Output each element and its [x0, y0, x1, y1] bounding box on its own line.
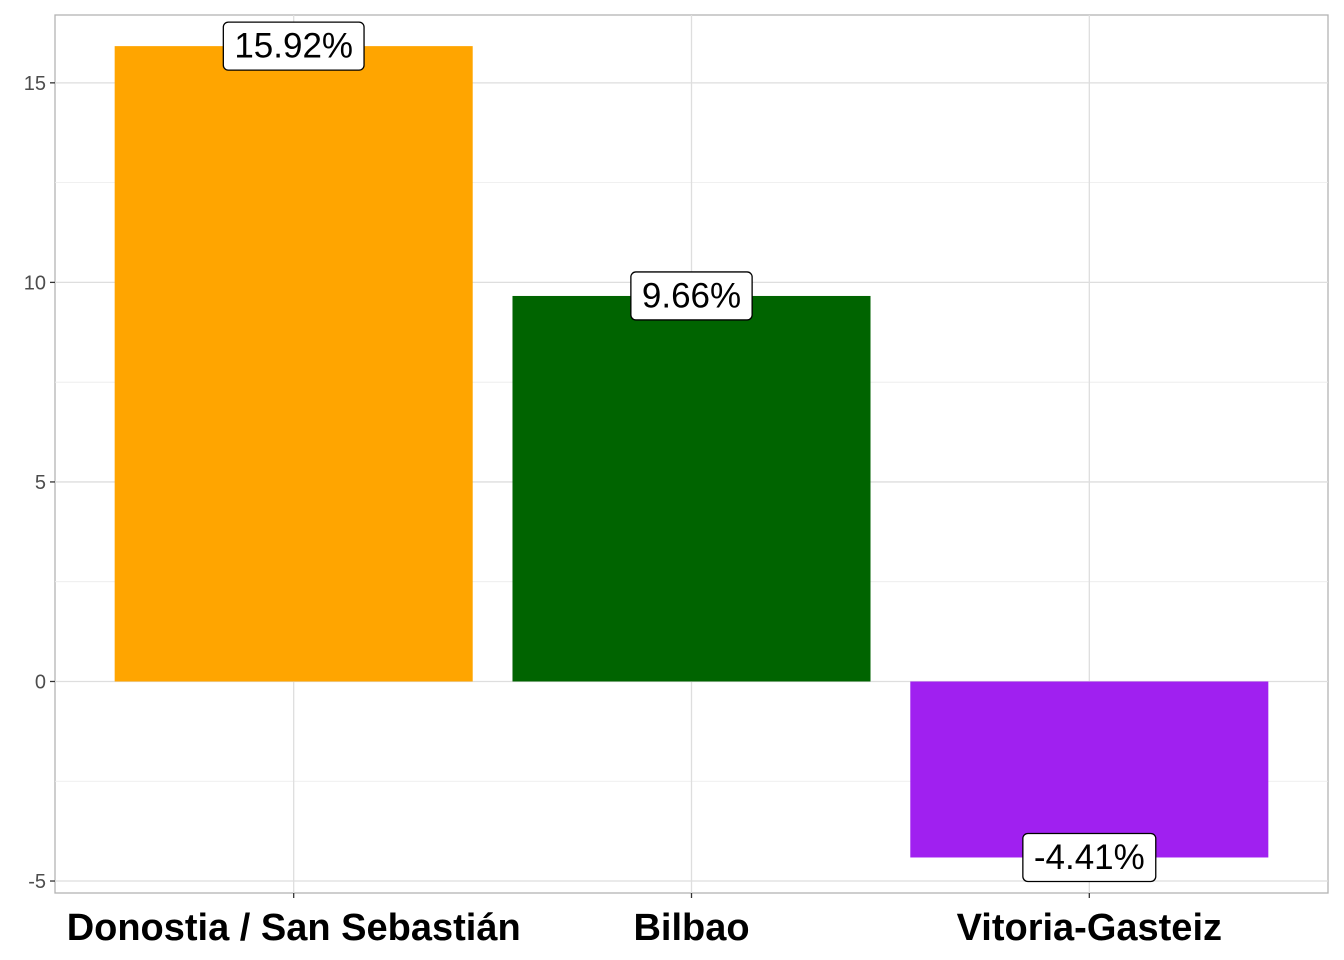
y-tick-label: 5 — [35, 472, 46, 494]
data-label-text: 9.66% — [642, 276, 741, 315]
y-tick-label: 15 — [24, 73, 46, 95]
bar — [114, 46, 473, 682]
y-tick-label: 0 — [35, 671, 46, 693]
y-tick-label: 10 — [24, 272, 46, 294]
x-category-label: Vitoria-Gasteiz — [957, 907, 1222, 949]
x-category-label: Donostia / San Sebastián — [67, 907, 521, 949]
data-label-text: 15.92% — [234, 27, 353, 66]
data-label-box — [222, 21, 365, 71]
bars — [114, 46, 1269, 858]
data-label-box — [1022, 832, 1157, 883]
data-label: 15.92% — [222, 21, 365, 71]
bar — [910, 681, 1269, 858]
y-tick-label: -5 — [28, 871, 46, 893]
x-category-label: Bilbao — [633, 907, 749, 949]
data-label-text: -4.41% — [1034, 838, 1145, 877]
data-label: -4.41% — [1022, 832, 1157, 883]
bar — [512, 295, 871, 682]
x-axis: Donostia / San Sebastián Bilbao Vitoria-Ga… — [67, 893, 1222, 949]
y-axis: -5 0 5 10 15 — [24, 73, 55, 893]
data-label: 9.66% — [630, 271, 753, 321]
data-label-box — [630, 271, 753, 321]
data-labels: 15.92% 9.66% -4.41% — [222, 21, 1157, 883]
